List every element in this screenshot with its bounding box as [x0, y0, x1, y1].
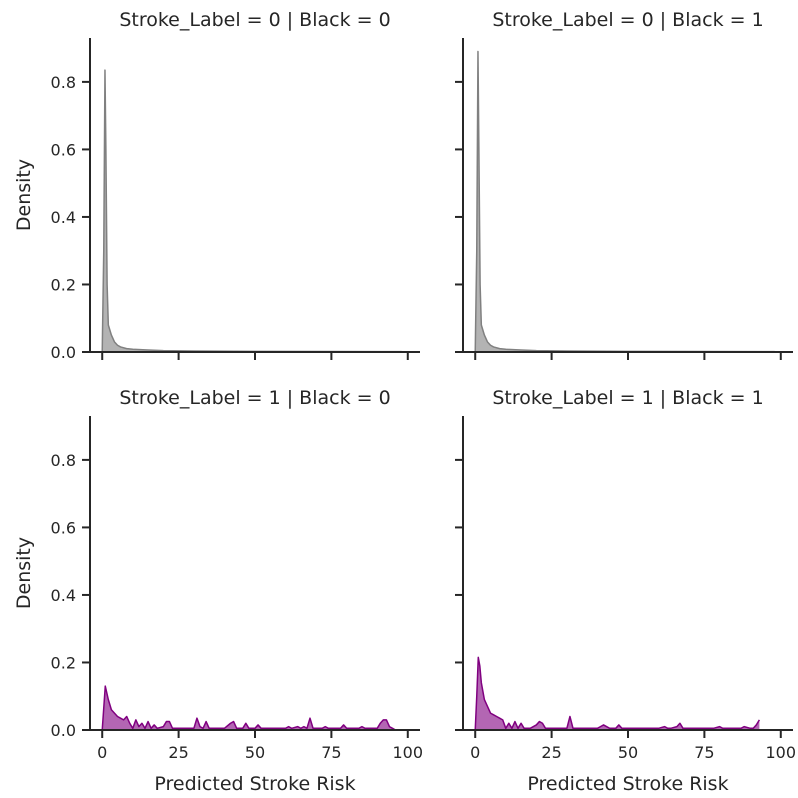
panel-4-x-tick-label: 25 — [541, 743, 561, 762]
panel-3-x-tick-label: 100 — [393, 743, 424, 762]
panel-4-x-tick-label: 100 — [766, 743, 797, 762]
panel-3-title: Stroke_Label = 1 | Black = 0 — [119, 387, 390, 409]
panel-4-x-axis-label: Predicted Stroke Risk — [527, 773, 728, 795]
panel-2-density-line — [474, 50, 775, 353]
panel-4-x-tick-label: 75 — [694, 743, 714, 762]
panel-4-x-tick-label: 50 — [618, 743, 638, 762]
panel-3-density-line — [101, 685, 396, 731]
panel-1-y-tick-label: 0.2 — [51, 275, 76, 294]
panel-2-title: Stroke_Label = 0 | Black = 1 — [492, 9, 763, 31]
panel-3-x-tick-label: 75 — [321, 743, 341, 762]
panel-3-x-axis-label: Predicted Stroke Risk — [154, 773, 355, 795]
panel-3-y-tick-label: 0.6 — [51, 518, 76, 537]
panel-1-y-tick-label: 0.4 — [51, 208, 76, 227]
panel-1-density-area — [102, 70, 402, 352]
panel-2-density-area — [475, 51, 775, 352]
panel-3-x-tick-label: 0 — [97, 743, 107, 762]
panel-1-title: Stroke_Label = 0 | Black = 0 — [119, 9, 390, 31]
panel-1-y-tick-label: 0.6 — [51, 140, 76, 159]
panel-3-y-axis-label: Density — [13, 537, 35, 609]
panel-4-density-area — [475, 657, 760, 730]
panel-1-y-tick-label: 0.0 — [51, 343, 76, 362]
panel-3-y-tick-label: 0.8 — [51, 451, 76, 470]
panel-3-x-tick-label: 25 — [168, 743, 188, 762]
panel-1-y-tick-label: 0.8 — [51, 73, 76, 92]
panel-3-y-tick-label: 0.0 — [51, 721, 76, 740]
panel-3-x-tick-label: 50 — [245, 743, 265, 762]
panel-3-y-tick-label: 0.2 — [51, 653, 76, 672]
panel-3-y-tick-label: 0.4 — [51, 586, 76, 605]
panel-4-x-tick-label: 0 — [470, 743, 480, 762]
panel-1-y-axis-label: Density — [13, 159, 35, 231]
panel-3-density-area — [102, 686, 396, 730]
panel-1-density-line — [101, 69, 402, 353]
panel-4-title: Stroke_Label = 1 | Black = 1 — [492, 387, 763, 409]
panel-4-density-line — [474, 656, 761, 731]
